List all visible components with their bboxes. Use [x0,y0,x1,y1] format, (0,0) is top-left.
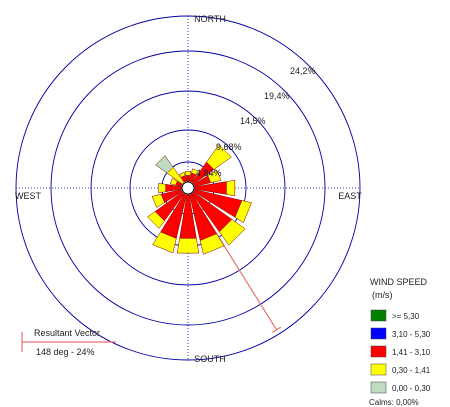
sector-67.5-bin-4 [207,169,222,184]
sector-225-bin-4 [147,211,165,229]
ring-label-5: 24,2% [290,66,316,76]
legend-swatch-1 [370,309,387,322]
ring-label-1: 4,84% [196,168,222,178]
legend-swatch-4 [370,363,387,376]
direction-label-east: EAST [338,191,362,201]
legend-swatch-5 [370,381,387,394]
ring-label-2: 9,68% [216,142,242,152]
center-hub [181,181,195,195]
sector-45-bin-4 [206,144,232,170]
sector-292.5-bin-4 [169,177,178,186]
legend-title: WIND SPEED [370,277,428,287]
center-circle [181,181,195,195]
legend-label-3: 1,41 - 3,10 [392,348,431,357]
rv-legend-value: 148 deg - 24% [36,347,95,357]
resultant-vector-cap [272,326,282,333]
sector-0-bin-3 [185,175,191,182]
sector-90-bin-4 [226,179,236,197]
legend-label-2: 3,10 - 5,30 [392,330,431,339]
sector-202.5-bin-4 [152,231,177,254]
resultant-vector-legend: Resultant Vector 148 deg - 24% [21,328,116,357]
sector-315-bin-5 [155,155,174,174]
legend-swatch-2 [370,327,387,340]
ring-label-3: 14,5% [240,116,266,126]
legend-unit: (m/s) [372,290,393,300]
rv-legend-title: Resultant Vector [34,328,100,338]
sector-0-bin-4 [184,171,192,176]
ring-label-4: 19,4% [264,91,290,101]
direction-labels-group: NORTH SOUTH EAST WEST [15,14,362,364]
legend-label-5: 0,00 - 0,30 [392,384,431,393]
sector-270-bin-4 [158,182,166,194]
sector-157.5-bin-4 [199,233,225,255]
wind-speed-legend: WIND SPEED (m/s) >= 5,30 3,10 - 5,30 1,41 … [369,277,431,407]
legend-label-4: 0,30 - 1,41 [392,366,431,375]
sector-247.5-bin-4 [151,193,165,208]
legend-swatch-3 [370,345,387,358]
legend-label-1: >= 5,30 [392,312,420,321]
sector-22.5-bin-4 [191,168,199,176]
sector-135-bin-4 [219,219,246,246]
sector-112.5-bin-4 [234,200,252,223]
sectors-group [147,144,252,255]
direction-label-west: WEST [15,191,42,201]
sector-180-bin-4 [176,238,200,254]
legend-items-group: >= 5,30 3,10 - 5,30 1,41 - 3,10 0,30 - 1,41… [370,309,431,394]
ring-labels-group: 4,84% 9,68% 14,5% 19,4% 24,2% [196,66,316,178]
direction-label-north: NORTH [194,14,226,24]
legend-calms: Calms: 0,00% [369,398,419,407]
direction-label-south: SOUTH [194,354,226,364]
sector-337.5-bin-4 [179,171,186,178]
